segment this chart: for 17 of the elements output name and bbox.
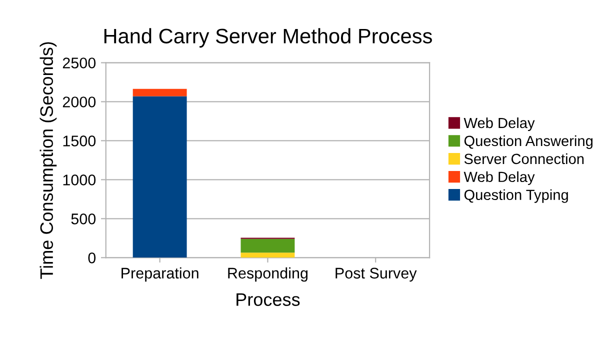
- legend-label: Question Answering: [464, 135, 592, 150]
- y-tick-label: 1000: [63, 174, 96, 186]
- chart-title: Hand Carry Server Method Process: [104, 28, 432, 48]
- legend-label: Web Delay: [464, 171, 535, 185]
- y-tick-label: 500: [71, 214, 96, 224]
- y-tick-label: 0: [88, 252, 96, 264]
- legend-label: Server Connection: [464, 153, 584, 164]
- x-tick-label: Preparation: [122, 267, 198, 282]
- x-tick-label: Post Survey: [336, 268, 417, 282]
- y-tick-label: 2500: [62, 58, 96, 68]
- y-tick-label: 1500: [63, 136, 96, 146]
- legend-label: Web Delay: [464, 117, 535, 132]
- y-axis-title: Time Consumption (Seconds): [40, 42, 57, 279]
- x-tick-label: Responding: [228, 267, 308, 282]
- y-tick-label: 2000: [62, 96, 96, 108]
- legend-label: Question Typing: [464, 189, 568, 203]
- x-axis-title: Process: [236, 293, 300, 306]
